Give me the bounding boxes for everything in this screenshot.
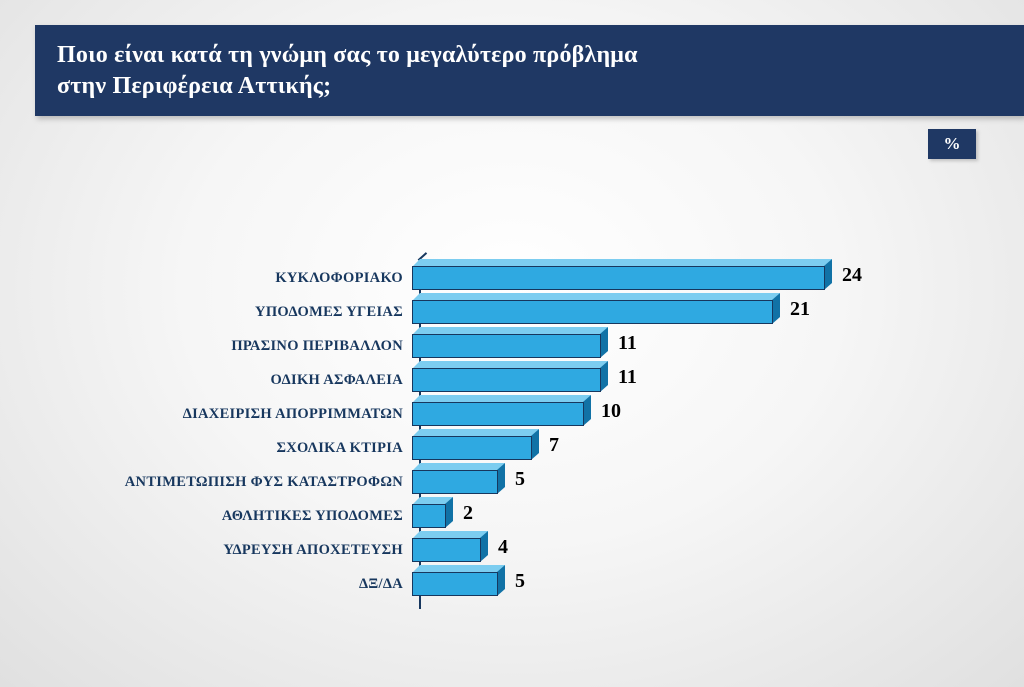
bar-front-face — [412, 538, 481, 562]
bar-front-face — [412, 402, 584, 426]
bar-front-face — [412, 300, 773, 324]
bar-side-face — [824, 259, 832, 290]
bar — [412, 531, 488, 562]
bar-side-face — [497, 565, 505, 596]
value-label: 5 — [515, 468, 525, 490]
chart-row: ΑΝΤΙΜΕΤΩΠΙΣΗ ΦΥΣ ΚΑΤΑΣΤΡΟΦΩΝ 5 — [0, 463, 1024, 494]
bar-top-face — [413, 293, 780, 300]
chart-row: ΑΘΛΗΤΙΚΕΣ ΥΠΟΔΟΜΕΣ 2 — [0, 497, 1024, 528]
bar — [412, 327, 608, 358]
bar-front-face — [412, 504, 446, 528]
bar-top-face — [413, 531, 488, 538]
bar-front-face — [412, 436, 532, 460]
bar-top-face — [413, 429, 539, 436]
value-label: 11 — [618, 366, 637, 388]
bar-front-face — [412, 334, 601, 358]
value-label: 24 — [842, 264, 862, 286]
bar-chart: ΚΥΚΛΟΦΟΡΙΑΚΟ 24 ΥΠΟΔΟΜΕΣ ΥΓΕΙΑΣ 21 ΠΡΑΣΙΝΟ Π… — [0, 252, 1024, 609]
value-label: 4 — [498, 536, 508, 558]
category-label: ΚΥΚΛΟΦΟΡΙΑΚΟ — [275, 270, 403, 286]
bar-top-face — [413, 327, 608, 334]
chart-row: ΔΞ/ΔΑ 5 — [0, 565, 1024, 596]
bar-side-face — [600, 327, 608, 358]
value-label: 21 — [790, 298, 810, 320]
bar-top-face — [413, 463, 505, 470]
bar-front-face — [412, 470, 498, 494]
bar-front-face — [412, 266, 825, 290]
value-label: 5 — [515, 570, 525, 592]
bar-side-face — [600, 361, 608, 392]
chart-row: ΔΙΑΧΕΙΡΙΣΗ ΑΠΟΡΡΙΜΜΑΤΩΝ 10 — [0, 395, 1024, 426]
bar-side-face — [531, 429, 539, 460]
bar-top-face — [413, 565, 505, 572]
question-header: Ποιο είναι κατά τη γνώμη σας το μεγαλύτε… — [35, 25, 1024, 116]
bar — [412, 497, 453, 528]
category-label: ΥΔΡΕΥΣΗ ΑΠΟΧΕΤΕΥΣΗ — [223, 542, 403, 558]
category-label: ΑΘΛΗΤΙΚΕΣ ΥΠΟΔΟΜΕΣ — [221, 508, 403, 524]
question-title-line1: Ποιο είναι κατά τη γνώμη σας το μεγαλύτε… — [57, 42, 638, 68]
bar-top-face — [413, 497, 453, 504]
bar-front-face — [412, 572, 498, 596]
category-label: ΣΧΟΛΙΚΑ ΚΤΙΡΙΑ — [276, 440, 403, 456]
chart-row: ΥΔΡΕΥΣΗ ΑΠΟΧΕΤΕΥΣΗ 4 — [0, 531, 1024, 562]
category-label: ΔΙΑΧΕΙΡΙΣΗ ΑΠΟΡΡΙΜΜΑΤΩΝ — [182, 406, 403, 422]
category-label: ΥΠΟΔΟΜΕΣ ΥΓΕΙΑΣ — [255, 304, 403, 320]
bar-top-face — [413, 395, 591, 402]
category-label: ΑΝΤΙΜΕΤΩΠΙΣΗ ΦΥΣ ΚΑΤΑΣΤΡΟΦΩΝ — [124, 474, 403, 490]
bar — [412, 429, 539, 460]
bar-side-face — [480, 531, 488, 562]
bar — [412, 293, 780, 324]
bar-top-face — [413, 259, 832, 266]
bar — [412, 361, 608, 392]
value-label: 10 — [601, 400, 621, 422]
bar-side-face — [772, 293, 780, 324]
chart-row: ΥΠΟΔΟΜΕΣ ΥΓΕΙΑΣ 21 — [0, 293, 1024, 324]
value-label: 7 — [549, 434, 559, 456]
value-label: 2 — [463, 502, 473, 524]
chart-row: ΠΡΑΣΙΝΟ ΠΕΡΙΒΑΛΛΟΝ 11 — [0, 327, 1024, 358]
category-label: ΟΔΙΚΗ ΑΣΦΑΛΕΙΑ — [270, 372, 403, 388]
chart-row: ΣΧΟΛΙΚΑ ΚΤΙΡΙΑ 7 — [0, 429, 1024, 460]
bar — [412, 395, 591, 426]
bar — [412, 463, 505, 494]
question-title-line2: στην Περιφέρεια Αττικής; — [57, 73, 332, 99]
category-label: ΔΞ/ΔΑ — [358, 576, 403, 592]
bar-front-face — [412, 368, 601, 392]
bar — [412, 259, 832, 290]
bar-side-face — [583, 395, 591, 426]
chart-row: ΟΔΙΚΗ ΑΣΦΑΛΕΙΑ 11 — [0, 361, 1024, 392]
bar-side-face — [497, 463, 505, 494]
bar-side-face — [445, 497, 453, 528]
chart-row: ΚΥΚΛΟΦΟΡΙΑΚΟ 24 — [0, 259, 1024, 290]
bar — [412, 565, 505, 596]
bar-top-face — [413, 361, 608, 368]
value-label: 11 — [618, 332, 637, 354]
chart-rows: ΚΥΚΛΟΦΟΡΙΑΚΟ 24 ΥΠΟΔΟΜΕΣ ΥΓΕΙΑΣ 21 ΠΡΑΣΙΝΟ Π… — [0, 259, 1024, 596]
percent-badge: % — [928, 129, 976, 159]
category-label: ΠΡΑΣΙΝΟ ΠΕΡΙΒΑΛΛΟΝ — [231, 338, 403, 354]
